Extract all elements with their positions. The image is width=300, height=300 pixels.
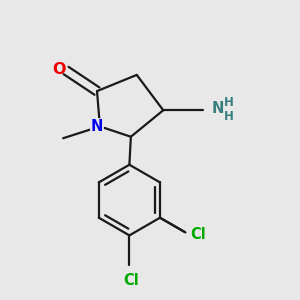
Text: N: N	[91, 119, 103, 134]
Text: H: H	[224, 110, 234, 123]
Text: Cl: Cl	[190, 227, 206, 242]
Text: N: N	[212, 101, 224, 116]
Text: Cl: Cl	[123, 273, 139, 288]
Text: O: O	[52, 61, 65, 76]
Text: H: H	[224, 96, 234, 110]
